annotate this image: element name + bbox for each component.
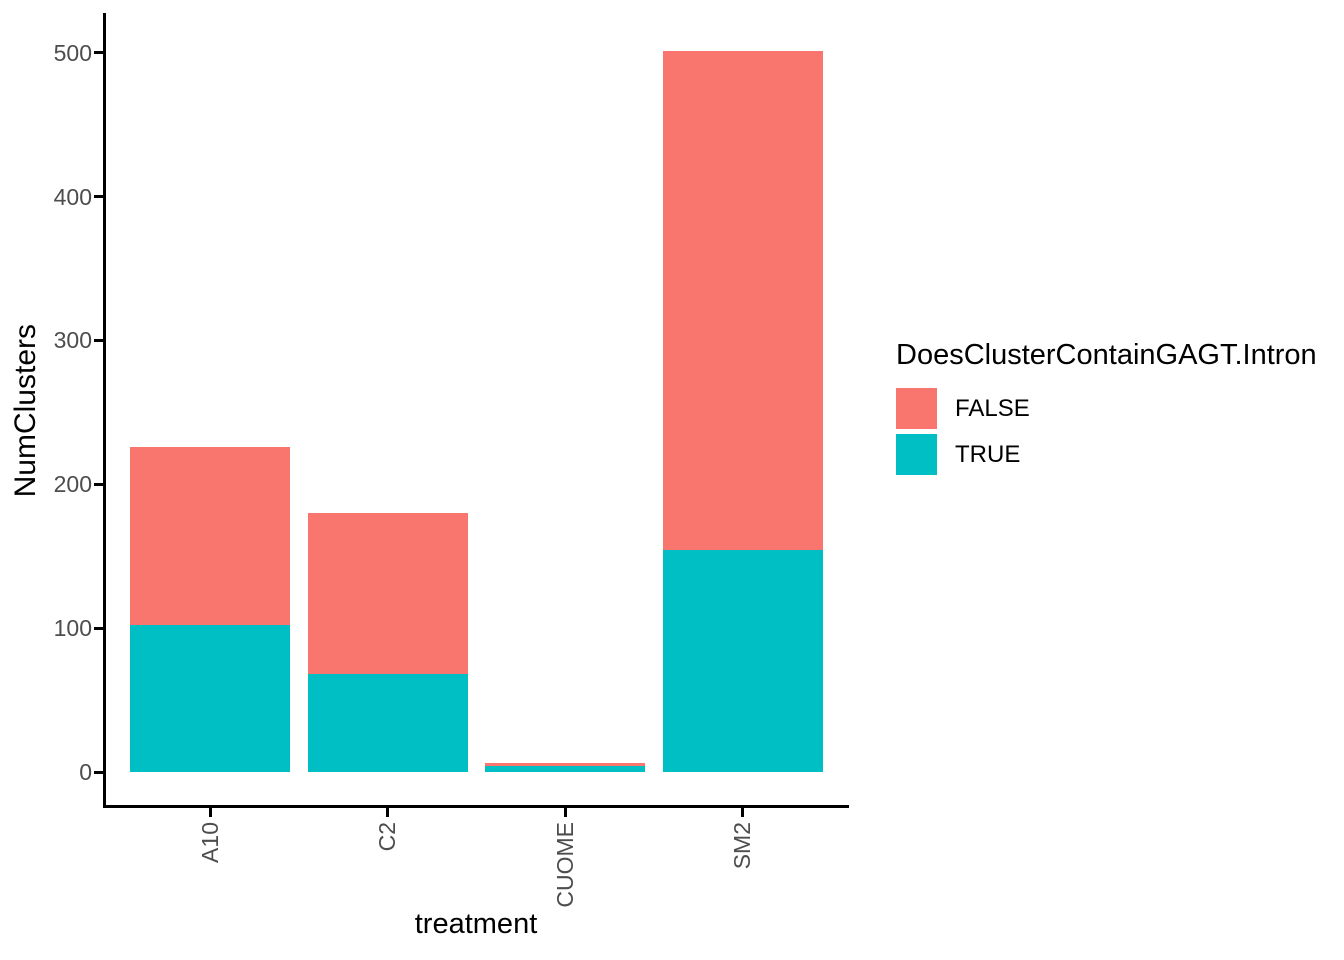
bar-segment-SM2-FALSE <box>662 51 823 551</box>
legend-item-false: FALSE <box>896 388 1317 429</box>
y-tick-label-100: 100 <box>53 615 92 642</box>
plot-panel <box>103 13 849 808</box>
y-tick-mark-400 <box>94 195 103 199</box>
x-tick-label-CUOME: CUOME <box>551 822 578 908</box>
bar-segment-CUOME-TRUE <box>485 766 645 772</box>
legend-item-true-label: TRUE <box>955 440 1021 468</box>
y-tick-label-300: 300 <box>53 327 92 354</box>
y-tick-mark-0 <box>94 770 103 774</box>
legend: DoesClusterContainGAGT.Intron FALSE TRUE <box>896 338 1317 480</box>
bar-segment-A10-FALSE <box>130 446 290 626</box>
y-tick-mark-100 <box>94 626 103 630</box>
x-tick-label-wrap-SM2: SM2 <box>728 822 758 869</box>
y-tick-label-500: 500 <box>53 39 92 66</box>
x-tick-label-A10: A10 <box>196 822 223 863</box>
x-tick-label-C2: C2 <box>374 822 400 852</box>
x-tick-mark-A10 <box>208 808 212 817</box>
legend-swatch-true-icon <box>896 434 937 475</box>
x-tick-mark-CUOME <box>563 808 567 817</box>
x-axis-title: treatment <box>414 908 538 940</box>
y-tick-label-0: 0 <box>79 759 92 785</box>
x-tick-mark-SM2 <box>741 808 744 817</box>
legend-item-true: TRUE <box>896 434 1317 475</box>
x-tick-label-SM2: SM2 <box>729 822 755 870</box>
bar-segment-A10-TRUE <box>130 625 290 772</box>
bar-segment-C2-TRUE <box>307 674 468 772</box>
x-tick-mark-C2 <box>386 808 389 817</box>
x-tick-label-wrap-A10: A10 <box>195 822 225 863</box>
bar-segment-CUOME-FALSE <box>485 763 645 767</box>
bar-segment-SM2-TRUE <box>662 550 823 772</box>
y-tick-label-400: 400 <box>53 183 92 210</box>
legend-title: DoesClusterContainGAGT.Intron <box>896 339 1317 371</box>
x-tick-label-wrap-CUOME: CUOME <box>550 822 580 908</box>
x-tick-label-wrap-C2: C2 <box>373 822 403 851</box>
legend-swatch-false-icon <box>896 388 937 429</box>
y-tick-label-200: 200 <box>53 471 92 498</box>
y-tick-mark-300 <box>94 338 103 342</box>
bar-segment-C2-FALSE <box>307 513 468 675</box>
y-tick-mark-500 <box>94 51 103 55</box>
y-tick-mark-200 <box>94 482 103 486</box>
legend-item-false-label: FALSE <box>955 394 1030 422</box>
